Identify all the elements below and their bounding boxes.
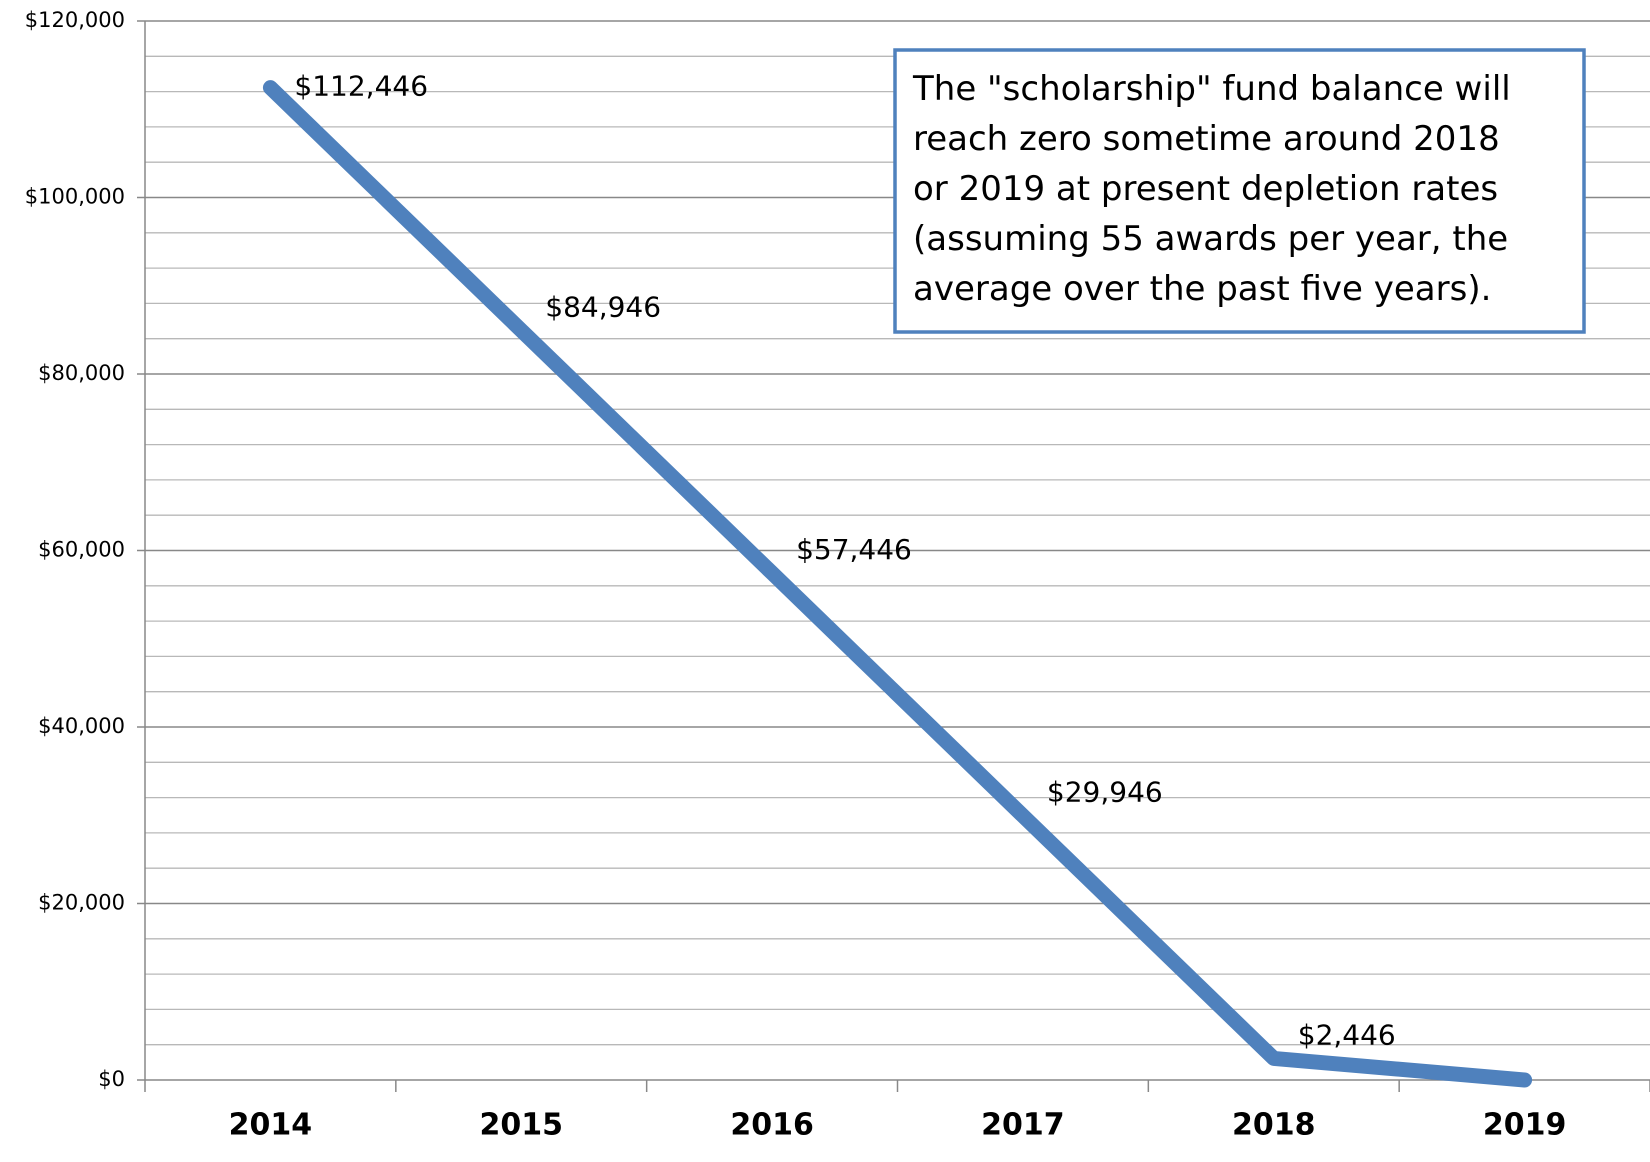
data-label: $57,446 xyxy=(796,533,912,566)
x-tick-label: 2019 xyxy=(1483,1108,1567,1143)
data-label: $29,946 xyxy=(1047,776,1163,809)
x-tick-label: 2016 xyxy=(730,1108,814,1143)
data-line xyxy=(262,80,1533,1088)
y-tick-label: $20,000 xyxy=(38,891,125,915)
annotation-box xyxy=(893,48,1586,334)
annotation-line: (assuming 55 awards per year, the xyxy=(913,219,1508,259)
x-tick-label: 2017 xyxy=(981,1108,1065,1143)
y-tick-label: $120,000 xyxy=(25,8,125,32)
annotation-line: average over the past five years). xyxy=(913,269,1491,309)
annotation-line: The "scholarship" fund balance will xyxy=(912,69,1511,109)
y-tick-label: $100,000 xyxy=(25,185,125,209)
data-label: $112,446 xyxy=(294,70,428,103)
x-tick-label: 2018 xyxy=(1232,1108,1316,1143)
annotation-line: or 2019 at present depletion rates xyxy=(913,169,1498,209)
x-tick-label: 2014 xyxy=(229,1108,313,1143)
y-tick-label: $0 xyxy=(98,1067,125,1091)
y-tick-label: $80,000 xyxy=(38,361,125,385)
data-label: $84,946 xyxy=(545,290,661,323)
y-tick-label: $40,000 xyxy=(38,714,125,738)
data-label: $2,446 xyxy=(1298,1018,1396,1051)
y-tick-label: $60,000 xyxy=(38,538,125,562)
x-tick-label: 2015 xyxy=(480,1108,564,1143)
annotation-line: reach zero sometime around 2018 xyxy=(913,119,1500,159)
